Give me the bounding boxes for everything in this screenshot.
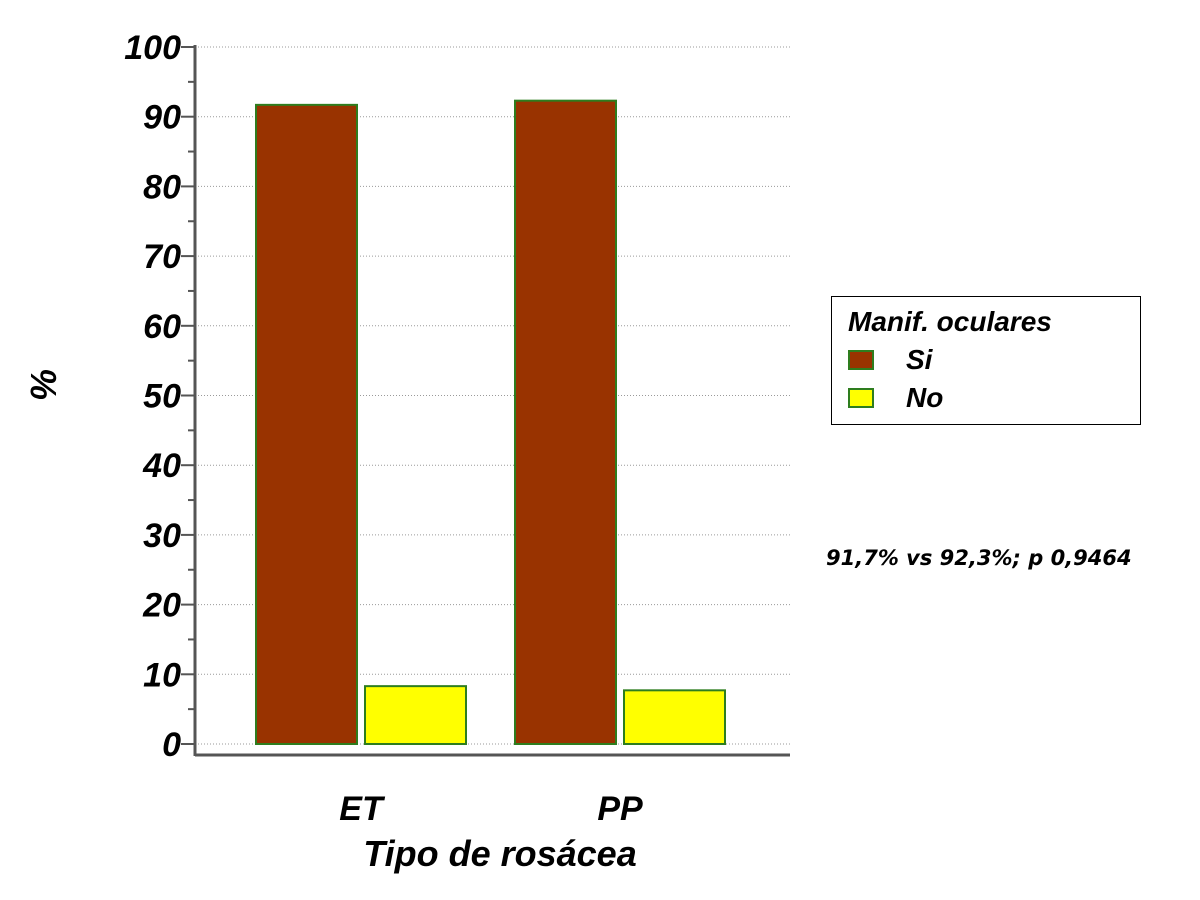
- annotation-text: 91,7% vs 92,3%; p 0,9464: [826, 546, 1132, 570]
- y-tick-label-7: 70: [143, 238, 181, 276]
- legend-title: Manif. oculares: [848, 306, 1052, 337]
- y-axis-title: %: [23, 369, 64, 401]
- bars: [255, 99, 726, 745]
- y-tick-label-2: 20: [142, 587, 181, 625]
- bar-pp-si: [514, 99, 617, 745]
- y-tick-label-10: 100: [124, 29, 181, 67]
- y-tick-label-8: 80: [143, 168, 181, 206]
- y-tick-label-1: 10: [143, 656, 181, 694]
- y-tick-label-5: 50: [143, 378, 181, 416]
- legend-swatch-no: [848, 388, 874, 408]
- legend: Manif. oculares Si No: [831, 296, 1141, 425]
- x-tick-label-pp: PP: [597, 790, 643, 828]
- axes: [181, 45, 790, 757]
- y-tick-label-3: 30: [143, 517, 181, 555]
- x-axis-title: Tipo de rosácea: [363, 833, 636, 874]
- y-tick-labels: 0 10 20 30 40 50 60 70 80 90 100: [124, 29, 181, 764]
- bar-pp-no: [623, 689, 726, 745]
- legend-label-si: Si: [906, 344, 933, 375]
- y-tick-label-0: 0: [162, 726, 181, 764]
- x-tick-labels: ET PP: [339, 790, 643, 828]
- y-tick-label-9: 90: [143, 99, 181, 137]
- y-tick-label-4: 40: [142, 447, 181, 485]
- legend-label-no: No: [906, 382, 944, 413]
- y-tick-label-6: 60: [143, 308, 181, 346]
- legend-swatch-si: [848, 350, 874, 370]
- bar-et-si: [255, 103, 358, 745]
- x-tick-label-et: ET: [339, 790, 386, 828]
- bar-et-no: [364, 685, 467, 745]
